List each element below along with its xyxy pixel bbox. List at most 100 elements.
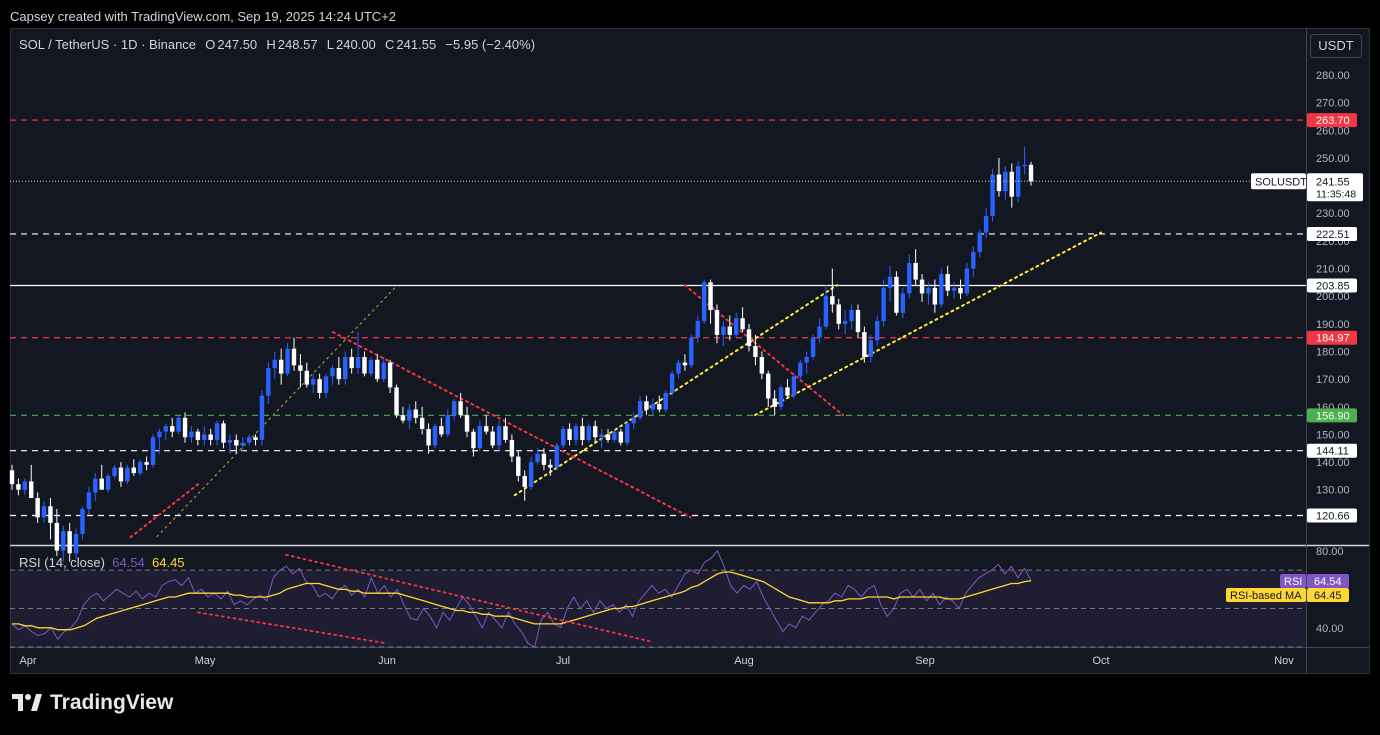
candle-body[interactable] — [663, 392, 668, 410]
candle-body[interactable] — [907, 263, 912, 294]
candle-body[interactable] — [618, 431, 624, 443]
candle-body[interactable] — [86, 492, 92, 510]
candle-body[interactable] — [919, 279, 925, 294]
candle-body[interactable] — [669, 373, 675, 393]
candle-body[interactable] — [586, 426, 591, 440]
candle-body[interactable] — [862, 332, 867, 357]
candle-body[interactable] — [990, 174, 995, 216]
candle-body[interactable] — [894, 276, 899, 313]
candle-body[interactable] — [137, 462, 143, 474]
candle-body[interactable] — [695, 321, 700, 338]
candle-body[interactable] — [548, 464, 553, 468]
candle-body[interactable] — [246, 437, 252, 443]
candle-body[interactable] — [67, 531, 72, 554]
candle-body[interactable] — [387, 362, 393, 388]
trendline[interactable] — [331, 331, 692, 519]
candle-body[interactable] — [958, 287, 963, 294]
rsi-line[interactable] — [11, 549, 1032, 648]
candle-body[interactable] — [471, 431, 476, 449]
candle-body[interactable] — [125, 467, 130, 482]
trendline[interactable] — [683, 284, 845, 417]
candle-body[interactable] — [541, 453, 547, 465]
candle-body[interactable] — [400, 415, 406, 421]
candle-body[interactable] — [253, 437, 258, 440]
candle-body[interactable] — [830, 296, 835, 305]
candle-body[interactable] — [413, 409, 418, 418]
candle-body[interactable] — [689, 337, 694, 366]
candle-body[interactable] — [432, 426, 438, 446]
candle-body[interactable] — [240, 442, 245, 446]
candle-body[interactable] — [605, 434, 611, 440]
candle-body[interactable] — [900, 293, 906, 313]
candle-body[interactable] — [977, 232, 982, 252]
candle-body[interactable] — [54, 522, 60, 551]
candle-body[interactable] — [176, 417, 181, 432]
candle-body[interactable] — [945, 274, 950, 291]
symbol-name[interactable]: SOL / TetherUS · 1D · Binance — [19, 37, 197, 52]
candle-body[interactable] — [503, 426, 508, 440]
trendline[interactable] — [513, 284, 839, 497]
candle-body[interactable] — [452, 401, 457, 416]
candle-body[interactable] — [701, 282, 707, 322]
candle-body[interactable] — [464, 415, 470, 432]
candle-body[interactable] — [1022, 164, 1027, 167]
trendline[interactable] — [126, 483, 200, 541]
candle-body[interactable] — [593, 426, 598, 438]
trendline[interactable] — [754, 231, 1102, 417]
candle-body[interactable] — [285, 348, 290, 374]
candle-body[interactable] — [522, 475, 527, 487]
candle-body[interactable] — [926, 287, 931, 294]
candle-body[interactable] — [189, 431, 194, 438]
candle-body[interactable] — [733, 318, 739, 335]
candle-body[interactable] — [48, 506, 53, 523]
candle-body[interactable] — [29, 481, 34, 498]
candle-body[interactable] — [983, 216, 989, 233]
candle-body[interactable] — [567, 428, 572, 440]
candle-body[interactable] — [996, 174, 1002, 192]
candle-body[interactable] — [9, 470, 15, 485]
candle-body[interactable] — [323, 376, 329, 393]
candle-body[interactable] — [887, 276, 893, 288]
candle-body[interactable] — [939, 274, 944, 305]
candle-body[interactable] — [80, 509, 85, 534]
candle-body[interactable] — [202, 434, 207, 440]
candle-body[interactable] — [823, 296, 829, 327]
candle-body[interactable] — [580, 426, 585, 440]
rsi-trendline[interactable] — [197, 611, 387, 645]
candle-body[interactable] — [73, 533, 79, 554]
candle-body[interactable] — [573, 426, 579, 440]
candle-body[interactable] — [714, 310, 720, 335]
candle-body[interactable] — [637, 401, 643, 418]
candle-body[interactable] — [343, 357, 348, 380]
candle-body[interactable] — [22, 481, 28, 490]
candle-body[interactable] — [394, 387, 399, 416]
candle-body[interactable] — [753, 345, 758, 357]
candle-body[interactable] — [375, 359, 380, 380]
candle-body[interactable] — [439, 426, 444, 435]
candle-body[interactable] — [496, 426, 502, 446]
candle-body[interactable] — [836, 304, 841, 324]
candle-body[interactable] — [804, 357, 809, 363]
candle-body[interactable] — [612, 431, 617, 440]
candle-body[interactable] — [330, 368, 335, 377]
candle-body[interactable] — [61, 531, 66, 551]
candle-body[interactable] — [874, 321, 880, 341]
candle-body[interactable] — [791, 376, 797, 396]
candle-body[interactable] — [426, 428, 431, 446]
candle-body[interactable] — [234, 439, 239, 446]
candle-body[interactable] — [195, 431, 201, 440]
rsi-title[interactable]: RSI (14, close) — [19, 555, 105, 570]
candle-body[interactable] — [93, 478, 98, 493]
candle-body[interactable] — [644, 401, 649, 410]
candle-body[interactable] — [509, 439, 515, 457]
candle-body[interactable] — [16, 484, 21, 490]
candle-body[interactable] — [349, 357, 354, 369]
candle-body[interactable] — [144, 462, 149, 465]
candle-body[interactable] — [259, 395, 265, 440]
candle-body[interactable] — [311, 379, 316, 385]
candle-body[interactable] — [278, 359, 284, 374]
candle-body[interactable] — [657, 404, 662, 410]
candle-body[interactable] — [336, 368, 342, 380]
candle-body[interactable] — [810, 337, 816, 357]
